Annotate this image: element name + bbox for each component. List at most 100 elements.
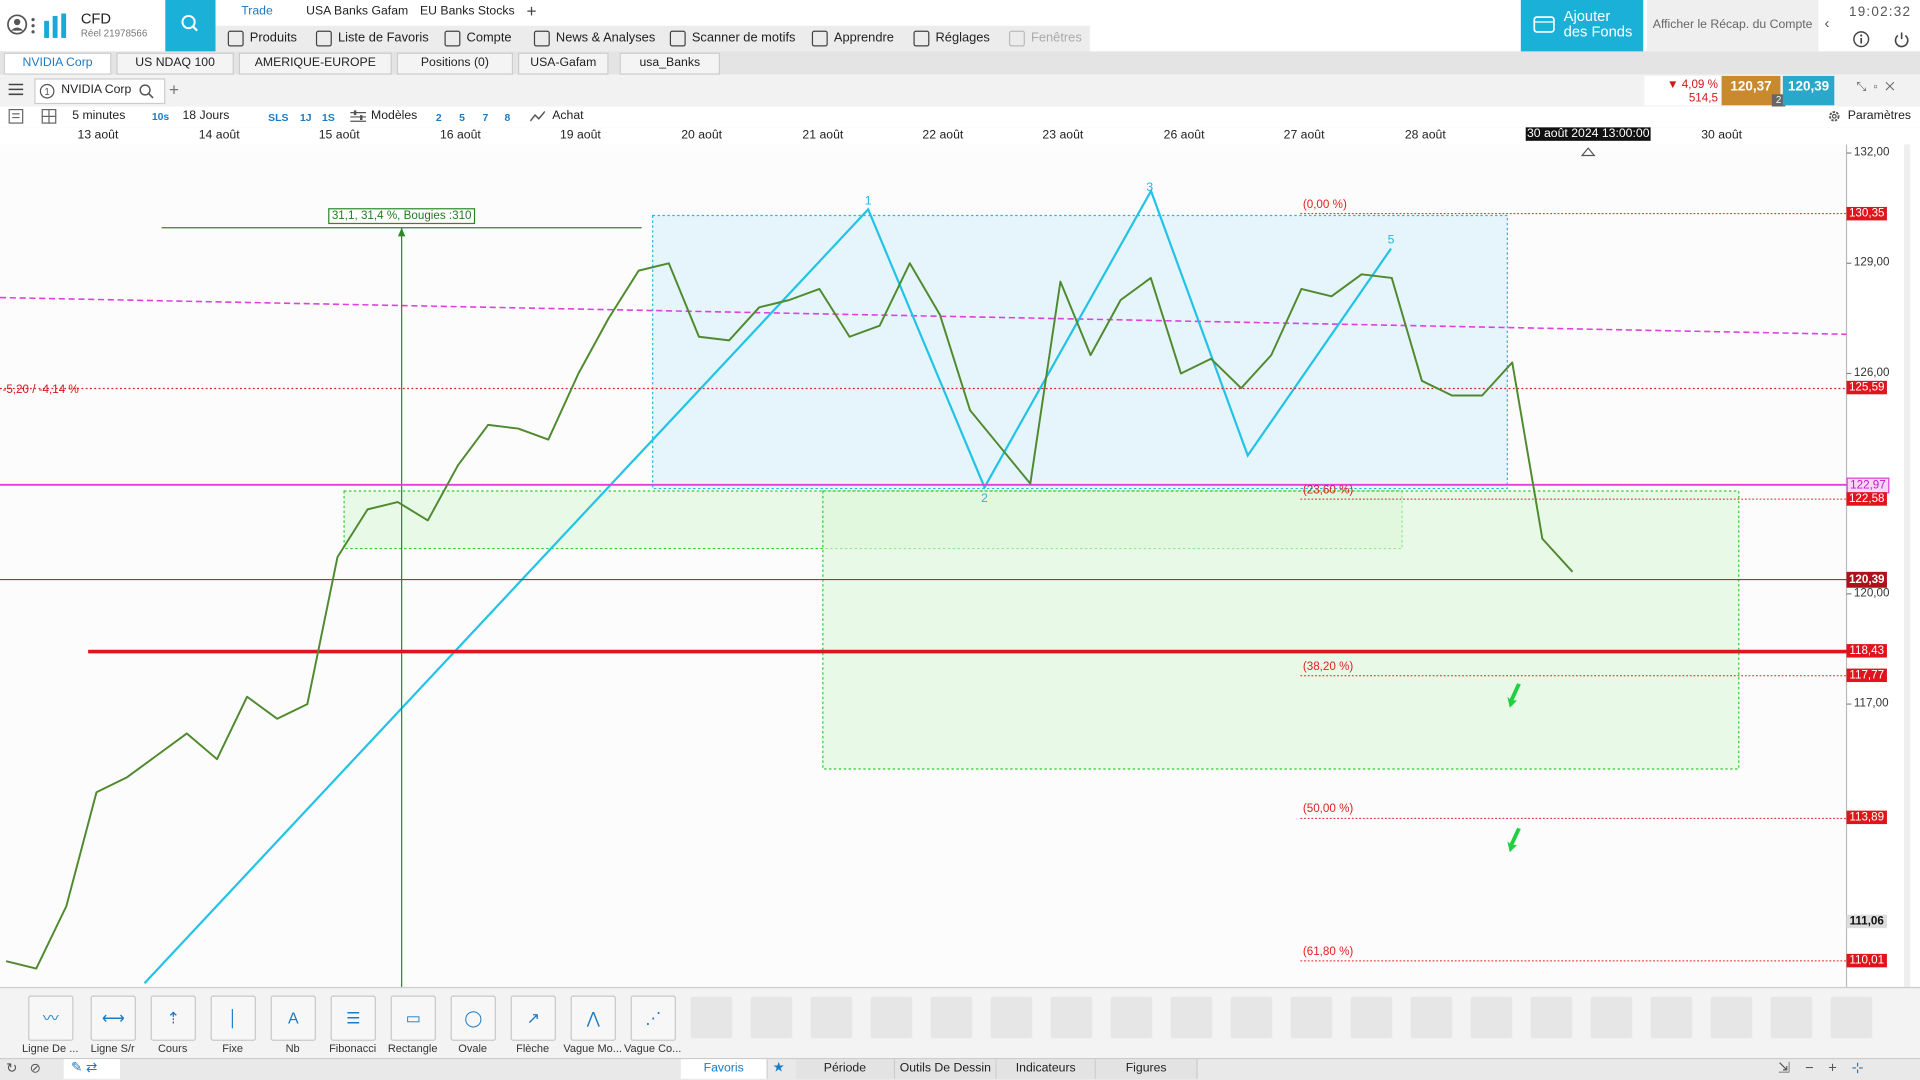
preset-button[interactable]: 1J — [300, 111, 312, 124]
zone-rectangle — [822, 490, 1740, 770]
bottom-tab[interactable]: Figures — [1095, 1059, 1198, 1079]
layout-icons[interactable] — [8, 108, 58, 125]
change-points: 514,5 — [1688, 91, 1718, 106]
bid-button[interactable]: 120,37 — [1721, 75, 1781, 106]
tool-button[interactable]: ▭ — [390, 995, 436, 1041]
bottom-tab[interactable]: Favoris — [680, 1059, 768, 1079]
empty-tool-slot — [1710, 996, 1753, 1039]
add-funds-button[interactable]: Ajouter des Fonds — [1520, 0, 1644, 52]
interval-select[interactable]: 5 minutes — [66, 109, 147, 125]
header-tab[interactable]: EU Banks Stocks — [420, 4, 515, 19]
number-button[interactable]: 7 — [482, 111, 489, 124]
tool-button[interactable]: 〰 — [28, 995, 74, 1041]
watchlist-tab[interactable]: US NDAQ 100 — [116, 52, 234, 75]
menu-item[interactable]: Produits — [249, 30, 297, 46]
number-button[interactable]: 2 — [435, 111, 442, 124]
watchlist-tab[interactable]: AMERIQUE-EUROPE — [238, 52, 392, 75]
bottom-tab[interactable]: Outils De Dessin — [895, 1059, 997, 1079]
menu-item[interactable]: Liste de Favoris — [337, 30, 429, 46]
menu-icon — [811, 30, 828, 47]
empty-tool-slot — [1410, 996, 1453, 1039]
price-line-series — [5, 262, 1574, 970]
tool-button[interactable]: ⇡ — [150, 995, 196, 1041]
tool-label: Rectangle — [387, 1042, 438, 1055]
tool-label: Ligne S/r — [90, 1042, 135, 1055]
tool-label: Nb — [285, 1042, 300, 1055]
order-button[interactable]: Achat — [552, 108, 584, 123]
change: ▼ 4,09 % — [1666, 78, 1718, 92]
tool-button[interactable]: ↗ — [510, 995, 556, 1041]
window-controls[interactable]: ⤡▫✕ — [1856, 80, 1902, 95]
instrument-bar — [0, 74, 1920, 108]
tool-button[interactable]: A — [270, 995, 316, 1041]
menu-item[interactable]: Apprendre — [833, 30, 894, 46]
menu-item[interactable]: Réglages — [935, 30, 990, 46]
date-label: 14 août — [198, 128, 240, 143]
spread: 2 — [1771, 94, 1786, 107]
empty-tool-slot — [870, 996, 913, 1039]
zoom-controls[interactable]: ⇲−+⊹ — [1777, 1059, 1879, 1077]
date-label: 26 août — [1163, 128, 1205, 143]
add-tab[interactable]: + — [526, 1, 537, 21]
tool-button[interactable]: ◯ — [450, 995, 496, 1041]
number-button[interactable]: 8 — [504, 111, 511, 124]
tool-label: Vague Co... — [623, 1042, 682, 1055]
preset-button[interactable]: SLS — [268, 111, 289, 124]
clock: 19:02:32 — [1848, 4, 1912, 20]
power-icon[interactable] — [1893, 31, 1910, 48]
tool-button[interactable]: ☰ — [330, 995, 376, 1041]
header-tab[interactable]: Trade — [241, 4, 273, 19]
menu-item[interactable]: Compte — [466, 30, 512, 46]
tool-label: Ovale — [458, 1042, 488, 1055]
y-tick-label: 117,00 — [1853, 696, 1889, 711]
date-label: 21 août — [802, 128, 844, 143]
tool-button[interactable]: ⋰ — [630, 995, 676, 1041]
more-icon[interactable] — [29, 17, 36, 34]
watchlist-tab[interactable]: Positions (0) — [396, 52, 514, 75]
add-chart[interactable]: + — [168, 79, 180, 100]
profile-icon[interactable] — [6, 13, 28, 35]
y-tick-label: 129,00 — [1853, 255, 1890, 270]
bottom-tab[interactable]: Indicateurs — [996, 1059, 1096, 1079]
price-tag: 122,58 — [1846, 491, 1887, 506]
header-tab[interactable]: USA Banks Gafam — [306, 4, 409, 19]
menu-item[interactable]: News & Analyses — [555, 30, 656, 46]
number-button[interactable]: 5 — [459, 111, 465, 124]
settings-button[interactable]: Paramètres — [1847, 108, 1912, 123]
collapse-icon[interactable]: ‹ — [1824, 14, 1830, 32]
info-icon[interactable] — [1853, 31, 1870, 48]
menu-icon[interactable] — [8, 83, 24, 96]
date-label: 30 août — [1701, 128, 1743, 143]
tool-button[interactable]: ⋀ — [570, 995, 616, 1041]
watchlist-tab[interactable]: NVIDIA Corp — [3, 52, 112, 75]
bottom-tab[interactable]: Période — [795, 1059, 896, 1079]
account-summary[interactable]: Afficher le Récap. du Compte — [1646, 0, 1819, 52]
models-button[interactable]: Modèles — [371, 108, 418, 123]
preset-button[interactable]: 1S — [322, 111, 335, 124]
ask-button[interactable]: 120,39 — [1782, 75, 1835, 106]
range: 18 Jours — [182, 108, 230, 123]
instrument-search[interactable]: 1 NVIDIA Corp — [34, 78, 166, 105]
bottom-icons[interactable]: ↻⊘ — [6, 1061, 54, 1077]
menu-item[interactable]: Fenêtres — [1031, 30, 1082, 46]
wave-label: 1 — [865, 193, 872, 207]
range-select[interactable]: 18 Jours — [176, 109, 262, 122]
date-label: 20 août — [681, 128, 723, 143]
empty-tool-slot — [1230, 996, 1273, 1039]
watchlist-tab[interactable]: usa_Banks — [619, 52, 720, 75]
scrollbar[interactable] — [1904, 144, 1911, 987]
favorite-star[interactable]: ★ — [772, 1060, 785, 1076]
date-label: 13 août — [77, 128, 119, 143]
search-button[interactable] — [165, 0, 216, 52]
interval: 5 minutes — [72, 108, 126, 123]
menu-item[interactable]: Scanner de motifs — [691, 30, 796, 46]
menu-icon — [227, 30, 244, 47]
draw-toggle[interactable]: ✎ ⇄ — [63, 1059, 120, 1079]
step-button[interactable]: 10s — [151, 110, 170, 123]
arrow-up — [1507, 683, 1521, 708]
watchlist-tab[interactable]: USA-Gafam — [517, 52, 609, 75]
tool-label: Flèche — [516, 1042, 550, 1055]
tool-button[interactable]: ⟷ — [90, 995, 136, 1041]
tool-button[interactable]: │ — [210, 995, 256, 1041]
